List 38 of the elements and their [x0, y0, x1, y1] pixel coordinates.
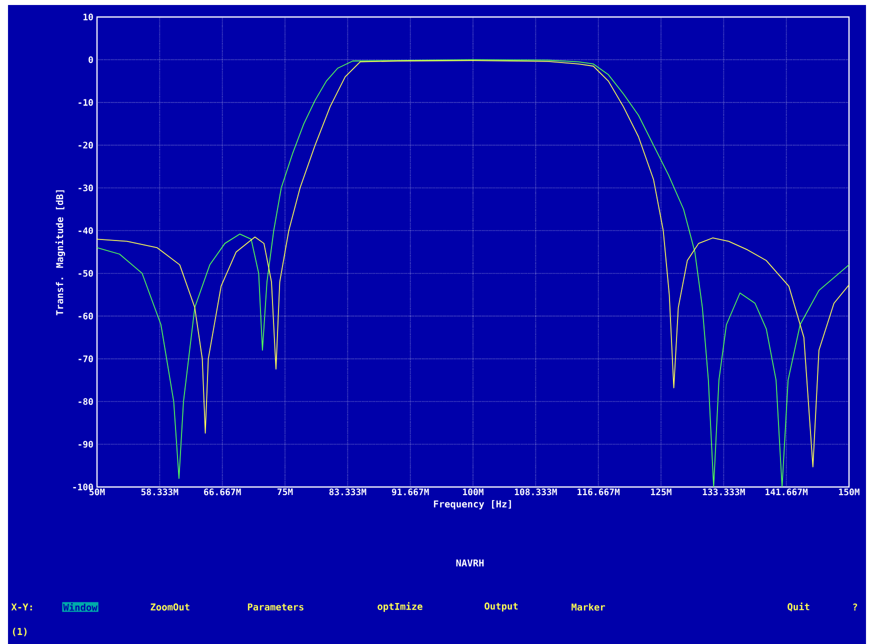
y-tick-label: -70 [78, 355, 93, 362]
y-axis-title: Transf. Magnitude [dB] [55, 190, 66, 316]
x-tick-label: 133.333M [702, 488, 745, 496]
x-tick-label: 83.333M [329, 488, 366, 496]
y-tick-label: -10 [78, 99, 93, 106]
text: Output [484, 602, 518, 612]
y-tick-label: -90 [78, 440, 93, 448]
y-tick-label: -60 [78, 312, 93, 320]
x-tick-label: 116.667M [578, 488, 620, 496]
y-tick-label: -50 [78, 270, 93, 277]
text: (1) [12, 628, 27, 636]
y-tick-label: 0 [88, 56, 93, 64]
x-tick-label: 58.333M [141, 488, 178, 496]
x-tick-label: 66.667M [204, 488, 241, 496]
y-tick-label: -80 [78, 398, 93, 405]
text: optImize [378, 602, 422, 612]
y-tick-label: -20 [78, 142, 93, 149]
x-tick-label: 100M [463, 488, 484, 496]
text: NAVRH [456, 560, 484, 566]
x-axis-title: Frequency [Hz] [434, 500, 511, 510]
x-tick-label: 75M [278, 488, 293, 496]
y-tick-label: -40 [78, 227, 93, 234]
text: X-Y: [11, 604, 32, 610]
x-tick-label: 91.667M [392, 488, 429, 496]
text: Marker [572, 603, 606, 611]
y-tick-label: 10 [84, 14, 93, 20]
text: ZoomOut [150, 603, 190, 611]
y-tick-label: -100 [73, 484, 93, 490]
x-tick-label: 125M [651, 488, 672, 496]
y-tick-label: -30 [78, 184, 93, 192]
text: Quit [788, 602, 810, 612]
x-tick-label: 108.333M [514, 488, 557, 496]
x-tick-label: 50M [90, 488, 105, 496]
text: Parameters [248, 603, 304, 611]
x-tick-label: 150M [839, 488, 860, 496]
x-tick-label: 141.667M [766, 488, 808, 496]
text: Window [63, 603, 98, 611]
text: ? [853, 603, 858, 610]
